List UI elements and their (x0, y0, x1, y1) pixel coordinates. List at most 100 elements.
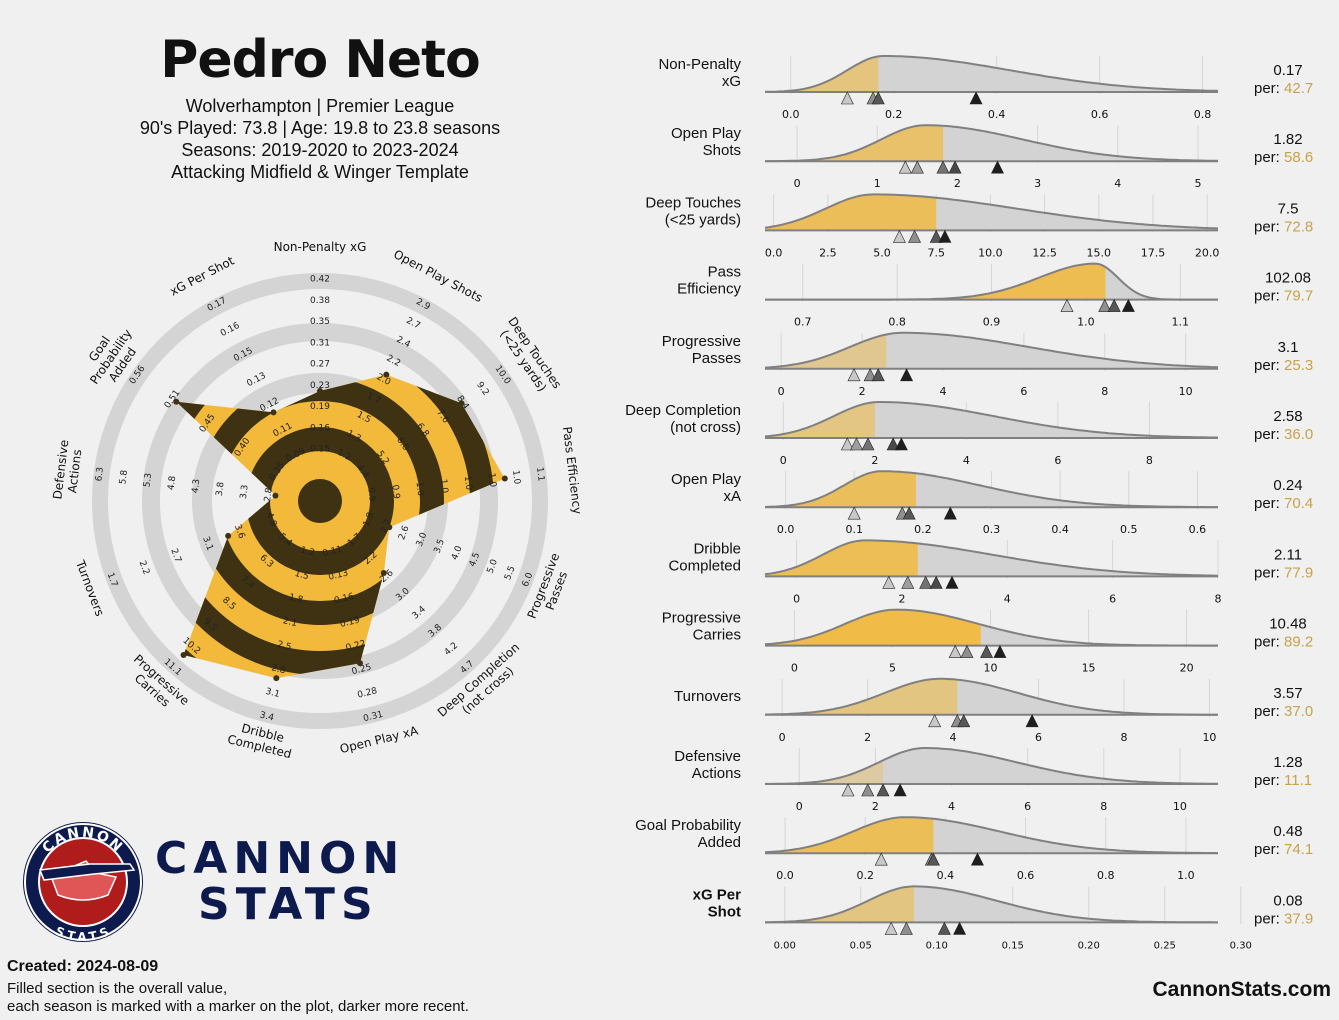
season-marker (993, 644, 1007, 658)
dist-tick-label: 2 (954, 177, 961, 190)
radar-chart: 0.15 0.16 0.19 0.23 0.27 0.31 0.35 0.38 0.42 Non-… (50, 240, 584, 761)
radar-axis-label: Non-Penalty xG (274, 240, 367, 254)
dist-area (765, 402, 1218, 438)
radar-tick-label: 0.28 (357, 686, 379, 701)
dist-percentile-value: 79.7 (1284, 288, 1313, 305)
dist-row-12: 0.00 0.05 0.10 0.15 0.20 0.25 0.30 xG Per Shot 0.… (693, 885, 1313, 951)
radar-tick-label: 0.22 (345, 639, 367, 653)
dist-curve (764, 816, 1219, 855)
dist-tick-label: 20 (1180, 662, 1194, 675)
dist-percentile: per: 37.9 (1254, 910, 1313, 927)
site-url: CannonStats.com (1152, 978, 1331, 1001)
radar-tick-label: 1.2 (299, 545, 315, 558)
dist-tick-label: 0.25 (1154, 940, 1176, 951)
dist-tick-label: 0.6 (1091, 108, 1109, 121)
dist-percentile-value: 89.2 (1284, 634, 1313, 651)
radar-tick-label: 4.8 (167, 475, 179, 491)
dist-percentile-value: 77.9 (1284, 564, 1313, 581)
season-marker (861, 437, 875, 451)
radar-tick-label: 4.5 (468, 551, 482, 568)
radar-tick-label: 6.0 (521, 571, 536, 588)
dist-percentile-value: 25.3 (1284, 357, 1313, 374)
radar-tick-label: 1.7 (105, 571, 119, 588)
radar-tick-label: 2.1 (282, 616, 298, 629)
season-marker (840, 91, 854, 105)
radar-center (298, 479, 342, 523)
radar-tick-label: 3.1 (200, 535, 214, 552)
dist-tick-label: 1.0 (1177, 869, 1195, 882)
season-marker (1060, 298, 1074, 312)
dist-tick-label: 4 (948, 800, 955, 813)
season-marker (928, 714, 942, 728)
dist-tick-label: 0 (778, 385, 785, 398)
dist-tick-label: 6 (1035, 731, 1042, 744)
dist-tick-label: 0.7 (794, 316, 812, 329)
dist-filled-area (765, 125, 943, 162)
dist-filled-area (765, 540, 918, 577)
dist-filled-area (765, 334, 887, 369)
dist-tick-label: 8 (1101, 385, 1108, 398)
dist-tick-label: 15.0 (1087, 246, 1112, 259)
played-age: 90's Played: 73.8 | Age: 19.8 to 23.8 se… (139, 118, 501, 138)
dist-value: 7.5 (1278, 200, 1299, 217)
radar-point (380, 569, 387, 576)
dist-tick-label: 8 (1146, 454, 1153, 467)
season-marker (957, 714, 971, 728)
dist-tick-label: 0.05 (850, 940, 872, 951)
season-marker (910, 160, 924, 174)
dist-tick-label: 0.4 (988, 108, 1006, 121)
radar-tick-label: 3.6 (232, 523, 247, 540)
radar-tick-label: 0.31 (310, 338, 330, 348)
dist-tick-label: 0.0 (777, 523, 795, 536)
season-marker (847, 368, 861, 382)
dist-tick-label: 4 (950, 731, 957, 744)
dist-tick-label: 5 (889, 662, 896, 675)
dist-tick-label: 0 (793, 592, 800, 605)
dist-metric-label: Progressive Passes (662, 333, 741, 367)
dist-curve (764, 331, 1219, 369)
dist-value: 0.48 (1273, 823, 1302, 840)
dist-percentile-value: 58.6 (1284, 149, 1313, 166)
season-marker (1025, 714, 1039, 728)
dist-tick-label: 2 (859, 385, 866, 398)
radar-point (272, 492, 279, 499)
dist-percentile: per: 70.4 (1254, 495, 1313, 512)
radar-tick-label: 3.1 (264, 687, 280, 700)
radar-tick-label: 6.3 (94, 467, 106, 482)
radar-tick-label: 0.25 (351, 663, 373, 677)
dist-tick-label: 0 (794, 177, 801, 190)
radar-tick-label: 0.9 (389, 484, 401, 500)
season-marker (969, 91, 983, 105)
dist-tick-label: 6 (1109, 592, 1116, 605)
dist-tick-label: 6 (1054, 454, 1061, 467)
dist-tick-label: 0.2 (856, 869, 874, 882)
dist-tick-label: 0 (780, 454, 787, 467)
season-marker (980, 644, 994, 658)
dist-value: 10.48 (1269, 616, 1307, 633)
dist-tick-label: 12.5 (1032, 246, 1057, 259)
radar-tick-label: 5.0 (486, 558, 501, 575)
dist-tick-label: 2 (898, 592, 905, 605)
dist-tick-label: 0.8 (1097, 869, 1115, 882)
dist-tick-label: 0.0 (782, 108, 800, 121)
radar-tick-label: 2.7 (168, 547, 182, 564)
dist-metric-label: Progressive Carries (662, 610, 741, 644)
radar-tick-label: 1.8 (288, 593, 305, 606)
season-marker (943, 506, 957, 520)
radar-point (180, 652, 187, 659)
season-marker (936, 160, 950, 174)
dist-tick-label: 7.5 (927, 246, 945, 259)
dist-tick-label: 6 (1024, 800, 1031, 813)
dist-percentile: per: 42.7 (1254, 80, 1313, 97)
dist-curve (765, 55, 1219, 93)
radar-tick-label: 1.1 (534, 467, 546, 482)
dist-value: 1.28 (1273, 754, 1302, 771)
dist-filled-area (765, 402, 875, 438)
dist-tick-label: 2 (871, 454, 878, 467)
radar-tick-label: 3.0 (415, 531, 430, 548)
dist-tick-label: 8 (1100, 800, 1107, 813)
radar-tick-label: 1.0 (486, 472, 498, 488)
season-marker (899, 921, 913, 935)
